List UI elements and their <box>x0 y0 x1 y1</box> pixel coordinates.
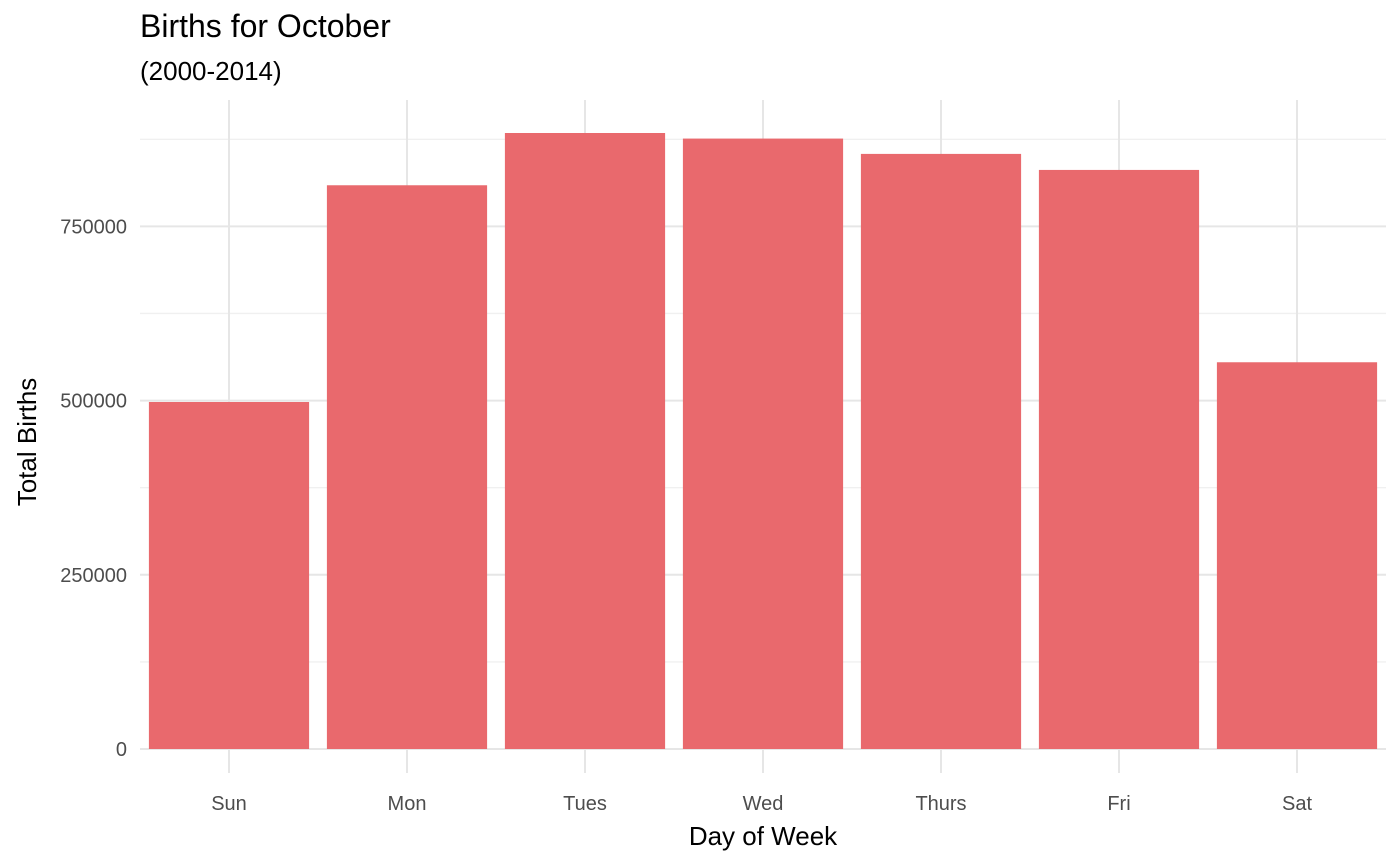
x-tick-labels: Sun Mon Tues Wed Thurs Fri Sat <box>211 793 1312 815</box>
y-tick-label: 0 <box>116 739 127 761</box>
x-tick-label-tues: Tues <box>563 793 607 815</box>
x-tick-label-sun: Sun <box>211 793 247 815</box>
bar-thurs <box>860 153 1022 750</box>
bar-layer <box>148 133 1378 750</box>
y-tick-label: 750000 <box>60 216 127 238</box>
bar-sun <box>148 401 310 749</box>
bar-wed <box>682 138 844 750</box>
bar-sat <box>1216 362 1378 749</box>
bar-tues <box>504 133 666 749</box>
bar-fri <box>1038 169 1200 749</box>
x-tick-label-sat: Sat <box>1282 793 1312 815</box>
x-tick-label-fri: Fri <box>1107 793 1130 815</box>
chart-title: Births for October <box>140 8 391 44</box>
y-tick-labels: 0 250000 500000 750000 <box>60 216 127 761</box>
y-tick-label: 250000 <box>60 565 127 587</box>
chart-subtitle: (2000-2014) <box>140 56 282 86</box>
y-tick-label: 500000 <box>60 391 127 413</box>
bar-mon <box>326 185 488 749</box>
y-axis-title: Total Births <box>12 378 42 507</box>
x-tick-label-wed: Wed <box>743 793 784 815</box>
x-tick-label-mon: Mon <box>388 793 427 815</box>
x-axis-title: Day of Week <box>689 821 838 851</box>
x-tick-label-thurs: Thurs <box>915 793 966 815</box>
